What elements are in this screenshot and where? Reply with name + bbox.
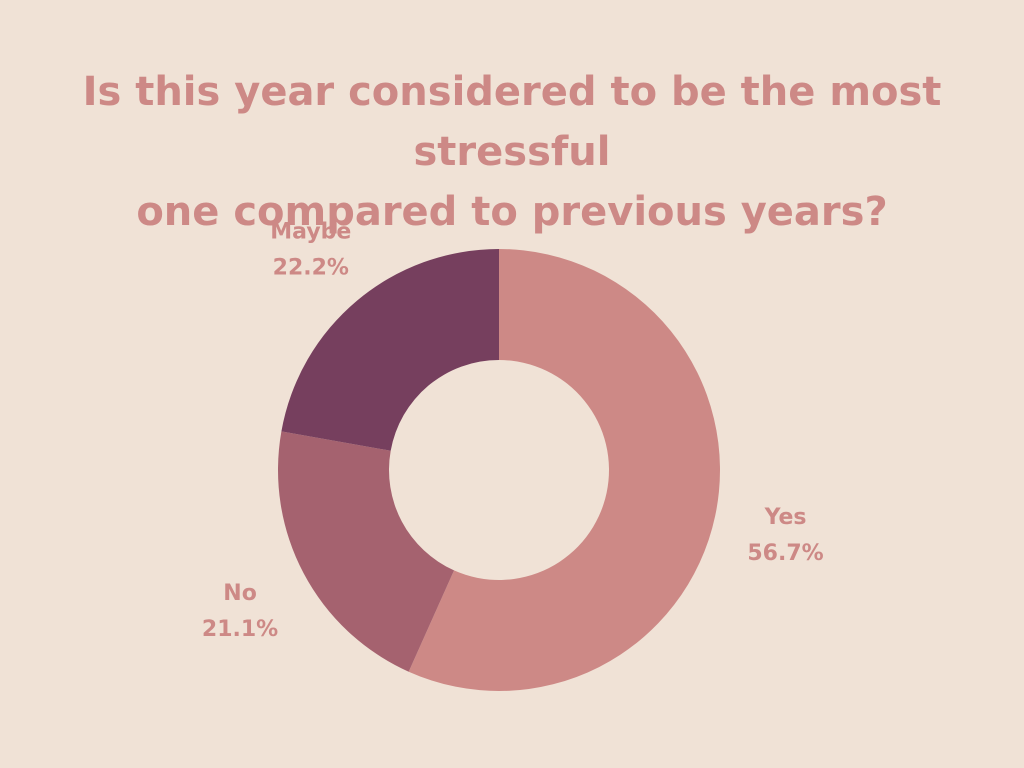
slice-percent-no: 21.1% [202,617,278,642]
slice-label-yes: Yes [764,505,807,530]
donut-slices [278,249,720,691]
slice-label-no: No [223,581,257,606]
slice-percent-yes: 56.7% [747,541,823,566]
chart-title-line-2: one compared to previous years? [136,189,888,235]
slice-label-maybe: Maybe [270,219,351,244]
slice-maybe [281,249,499,451]
slice-labels: Yes 56.7% No 21.1% Maybe 22.2% [202,219,824,642]
slice-yes [408,249,720,691]
slice-no [278,431,455,672]
slice-percent-maybe: 22.2% [273,255,349,280]
chart-title: Is this year considered to be the most s… [0,62,1024,242]
chart-title-line-1: Is this year considered to be the most s… [82,69,942,175]
